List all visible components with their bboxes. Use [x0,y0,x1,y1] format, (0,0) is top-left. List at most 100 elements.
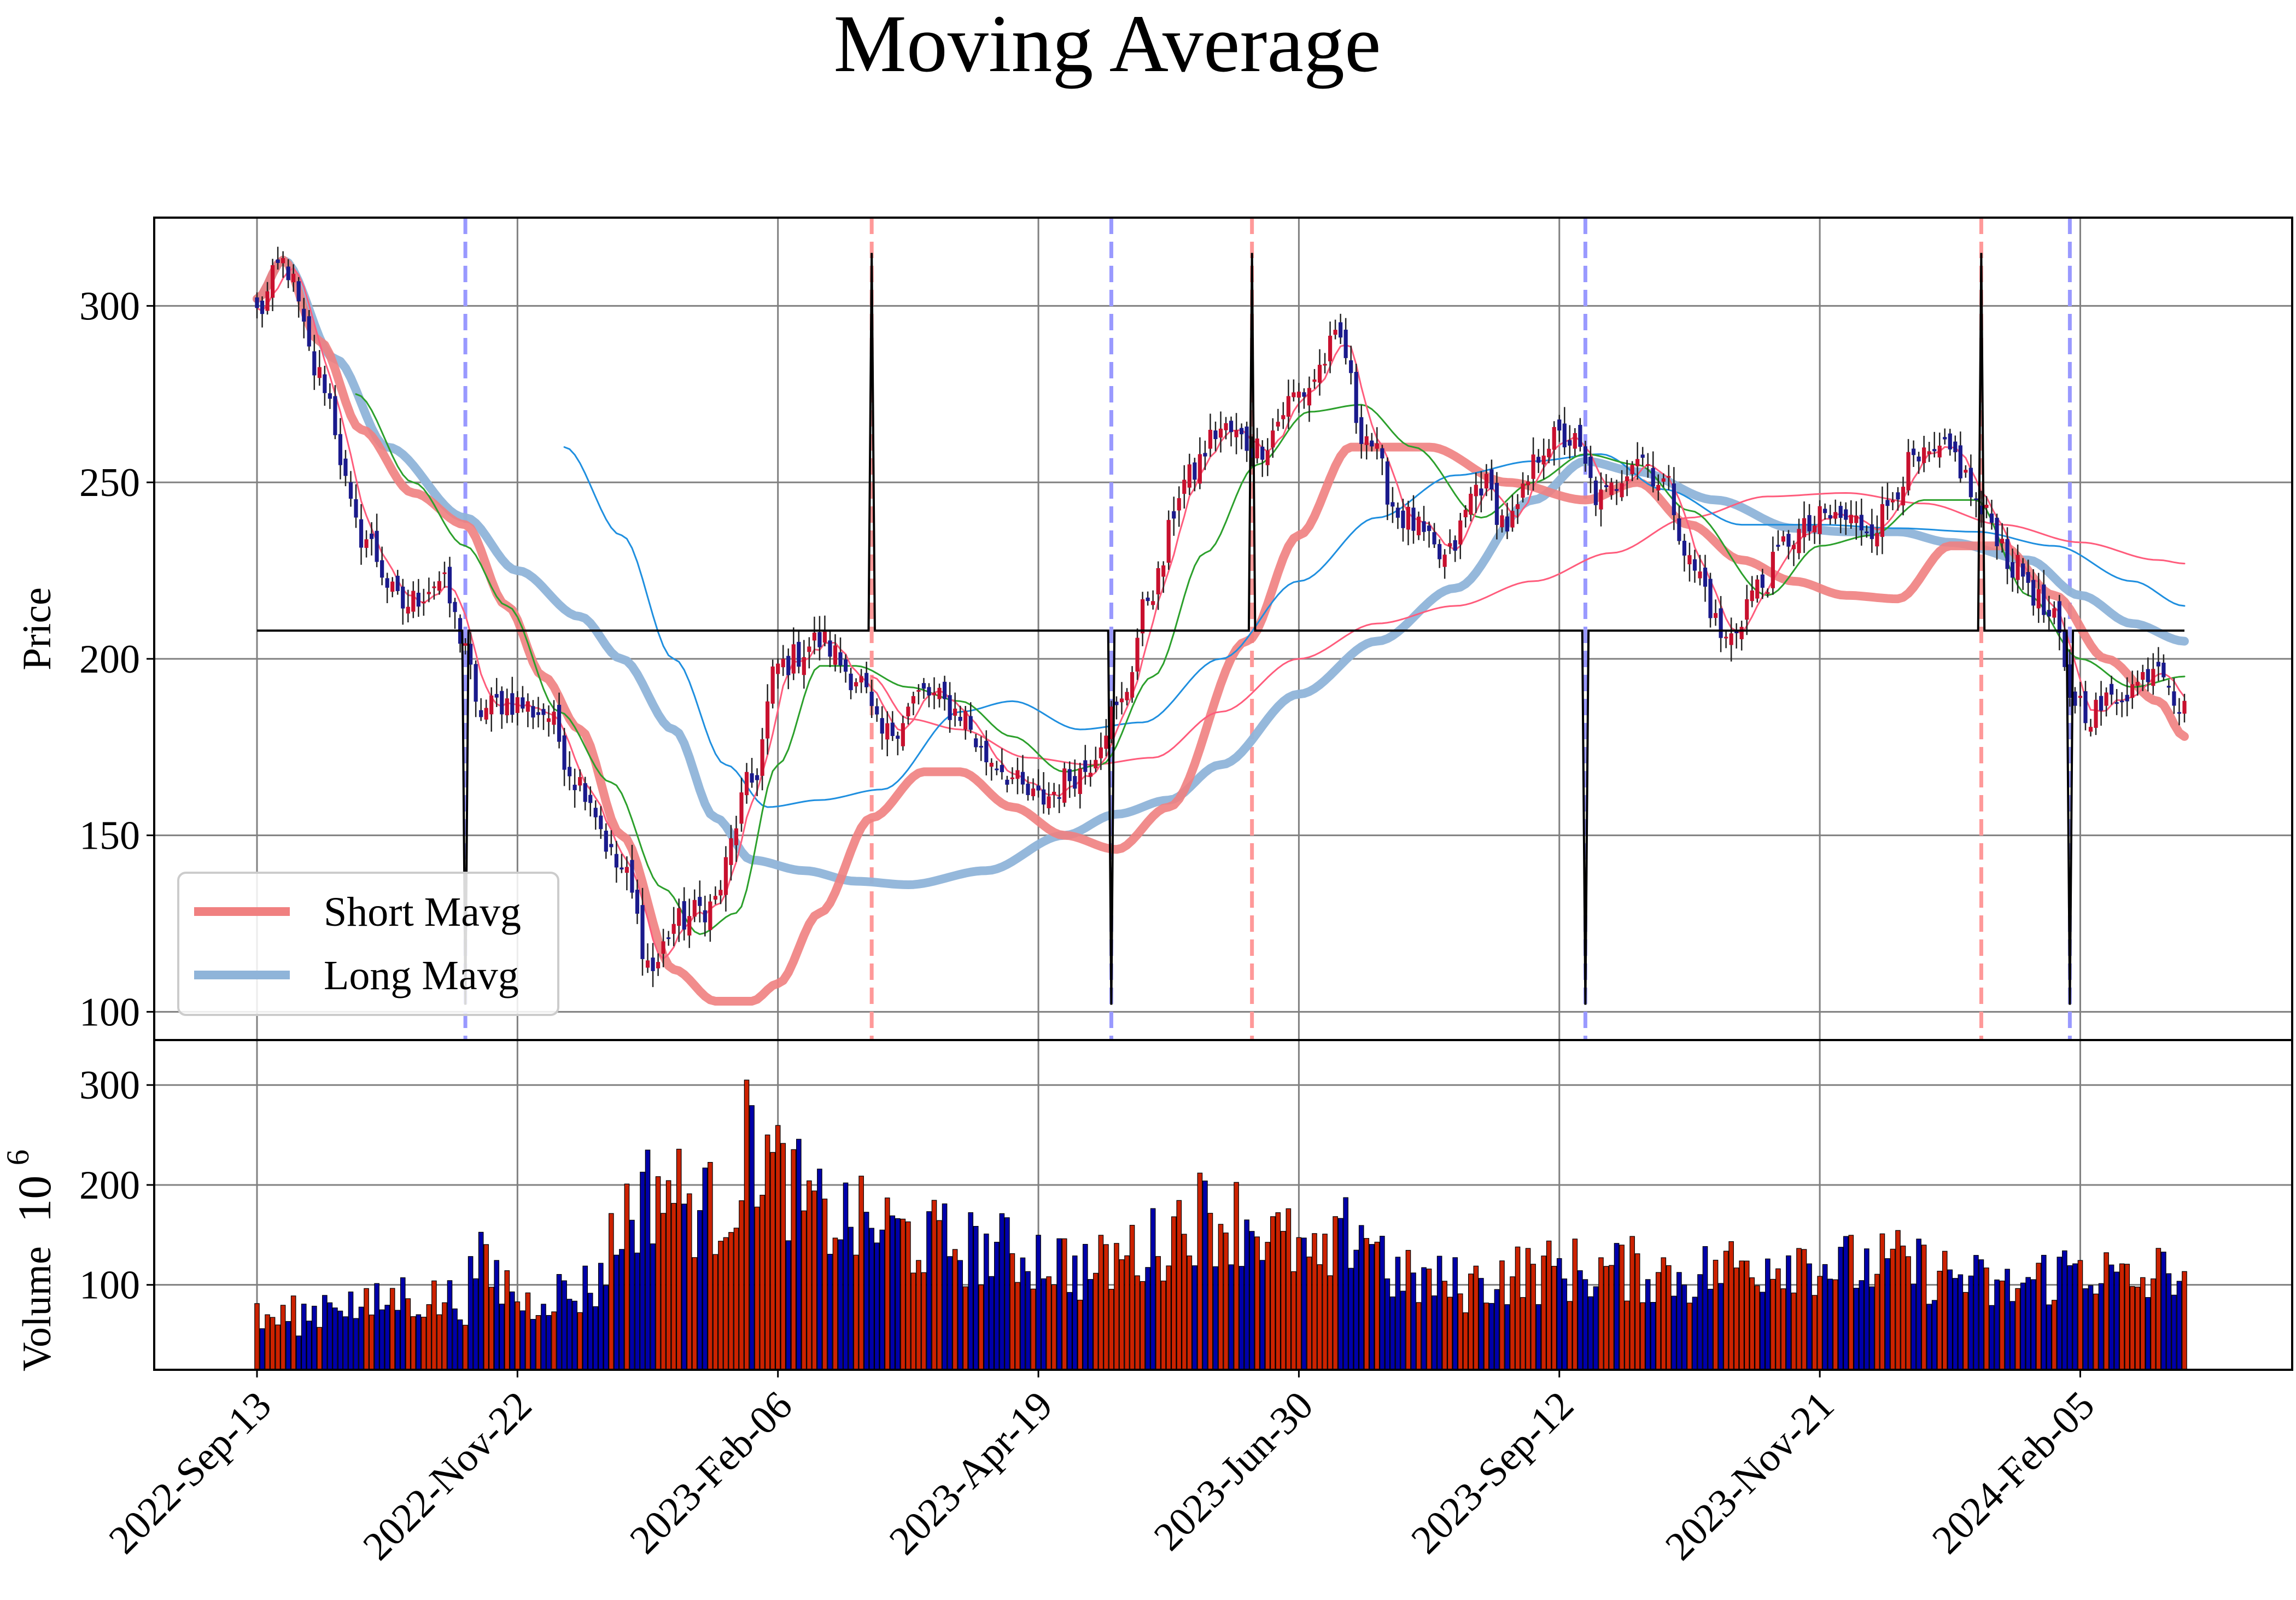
volume-bar [1535,1304,1541,1370]
volume-bar [317,1327,323,1370]
volume-bar [718,1241,723,1370]
candle-body [953,708,957,716]
volume-bar [1333,1216,1338,1370]
candle-body [1521,483,1525,498]
volume-bar [1223,1233,1229,1370]
volume-bar [1515,1246,1521,1370]
candle-body [880,718,884,734]
candle-body [1052,791,1056,795]
candle-body [1161,565,1166,577]
volume-bar [739,1200,744,1370]
volume-bar [572,1300,577,1370]
volume-bar [296,1335,302,1370]
volume-bar [1463,1312,1469,1370]
candle-body [677,908,681,926]
candle-body [1692,559,1697,571]
candle-body [1869,524,1874,539]
candle-body [474,664,478,702]
volume-bar [728,1232,734,1370]
candle-body [380,560,384,578]
candle-body [1432,532,1436,545]
volume-bar [1306,1257,1312,1370]
volume-bar [1629,1236,1635,1370]
volume-bar [1348,1268,1354,1370]
candle-body [645,960,650,968]
volume-bar [760,1195,765,1370]
candle-body [1047,796,1051,809]
candle-body [828,640,832,657]
volume-bar [1937,1270,1943,1370]
candle-body [1818,506,1822,534]
candle-body [1901,487,1906,506]
candle-body [494,694,499,698]
volume-bar [301,1304,307,1370]
volume-bar [1291,1271,1296,1370]
volume-bar [2108,1264,2114,1370]
x-tick-label: 2023-Sep-12 [1403,1383,1582,1562]
candle-body [698,897,702,906]
candle-body [255,297,259,308]
volume-panel-frame [153,1039,2293,1371]
candle-body [411,591,416,612]
volume-bar [1494,1289,1500,1370]
volume-bar [1108,1289,1114,1370]
volume-bar [609,1213,614,1370]
candle-body [1849,515,1853,524]
volume-bar [838,1239,843,1370]
legend: Short Mavg Long Mavg [177,872,559,1016]
volume-bar [1530,1264,1536,1370]
volume-bar [1442,1281,1447,1370]
volume-bar [817,1169,822,1370]
volume-bar [504,1270,510,1370]
volume-bar [686,1193,692,1370]
volume-bar [832,1237,838,1370]
candle-body [1682,540,1686,556]
candle-body [1547,448,1551,458]
candle-body [1719,608,1723,638]
candle-body [817,632,822,647]
volume-bar [463,1324,468,1370]
candle-body [447,567,452,604]
volume-bar [1744,1260,1750,1370]
candle-body [510,693,515,715]
candle-body [1734,630,1739,633]
volume-bar [1234,1182,1239,1370]
candle-body [2177,712,2182,714]
volume-bar [1056,1238,1062,1370]
volume-bar [421,1317,427,1370]
candle-body [614,854,618,868]
candle-body [1797,529,1801,553]
volume-bar [520,1310,525,1370]
volume-bar [1067,1292,1073,1370]
volume-bar [1666,1265,1672,1370]
candle-body [1526,481,1530,486]
volume-bar [749,1105,755,1370]
candle-body [812,632,816,641]
candle-body [369,533,374,539]
candle-body [416,592,420,607]
price-y-ticks: 100 150 200 250 300 [79,284,154,1035]
candle-body [1296,392,1301,398]
volume-bar [1176,1200,1182,1370]
volume-bar [1119,1259,1125,1370]
volume-bar [1098,1235,1104,1370]
candle-body [1896,492,1900,500]
volume-bar [1207,1213,1213,1370]
candle-body [1026,784,1030,795]
volume-bar [290,1295,296,1370]
volume-bar [843,1182,849,1370]
candle-body [1865,532,1869,534]
x-tick-label: 2022-Nov-22 [354,1383,540,1569]
candle-body [1745,599,1749,620]
volume-bar [1337,1218,1343,1370]
candle-body [1562,423,1567,448]
candle-body [1213,430,1218,440]
volume-bar [457,1319,463,1370]
candle-body [2120,700,2124,703]
volume-bar [1853,1288,1859,1370]
volume-bar [937,1220,942,1370]
candle-body [1000,764,1004,773]
x-tick-label: 2023-Jun-30 [1146,1383,1322,1560]
candle-body [2166,686,2171,688]
candle-body [1067,769,1072,781]
